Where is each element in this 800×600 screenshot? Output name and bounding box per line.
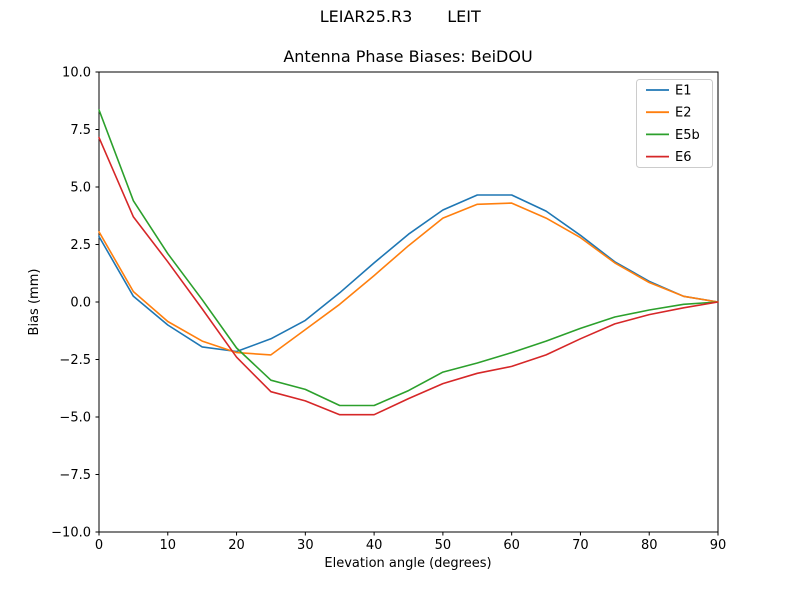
series-line-E2 bbox=[98, 202, 719, 356]
y-tick-label: −5.0 bbox=[59, 411, 91, 426]
x-tick-label: 60 bbox=[503, 538, 520, 553]
figure-title-station: LEIT bbox=[447, 7, 481, 26]
legend-label-E6: E6 bbox=[675, 150, 692, 165]
axis-ticks: 0 10 20 30 40 50 60 70 80 90 −10.0 −7.5 −5.0 −2.5 0.0 2… bbox=[51, 66, 726, 554]
y-tick-label: 10.0 bbox=[62, 66, 91, 81]
y-tick-label: −2.5 bbox=[59, 353, 91, 368]
x-tick-label: 30 bbox=[297, 538, 314, 553]
legend-label-E2: E2 bbox=[675, 106, 692, 121]
series-line-E6 bbox=[98, 136, 719, 416]
y-tick-label: 5.0 bbox=[70, 181, 91, 196]
x-tick-label: 50 bbox=[435, 538, 452, 553]
legend-box bbox=[636, 79, 713, 168]
x-tick-label: 80 bbox=[641, 538, 658, 553]
series-lines bbox=[98, 109, 719, 416]
y-tick-label: 0.0 bbox=[70, 296, 91, 311]
y-tick-label: 2.5 bbox=[70, 238, 91, 253]
x-axis-label: Elevation angle (degrees) bbox=[324, 556, 491, 571]
y-tick-label: 7.5 bbox=[70, 123, 91, 138]
x-tick-label: 10 bbox=[160, 538, 177, 553]
y-tick-label: −10.0 bbox=[51, 526, 91, 541]
figure-title-model: LEIAR25.R3 bbox=[320, 7, 413, 26]
x-tick-label: 0 bbox=[95, 538, 103, 553]
y-tick-label: −7.5 bbox=[59, 468, 91, 483]
legend-label-E5b: E5b bbox=[675, 128, 700, 143]
x-tick-label: 90 bbox=[710, 538, 727, 553]
series-line-E1 bbox=[98, 194, 719, 353]
series-line-E5b bbox=[98, 109, 719, 407]
plot-frame bbox=[98, 71, 719, 533]
x-tick-label: 70 bbox=[572, 538, 589, 553]
x-tick-label: 40 bbox=[366, 538, 383, 553]
legend: E1 E2 E5b E6 bbox=[636, 79, 713, 168]
legend-label-E1: E1 bbox=[675, 84, 692, 99]
axes-title: Antenna Phase Biases: BeiDOU bbox=[283, 47, 532, 66]
x-tick-label: 20 bbox=[228, 538, 245, 553]
y-axis-label: Bias (mm) bbox=[27, 269, 42, 336]
